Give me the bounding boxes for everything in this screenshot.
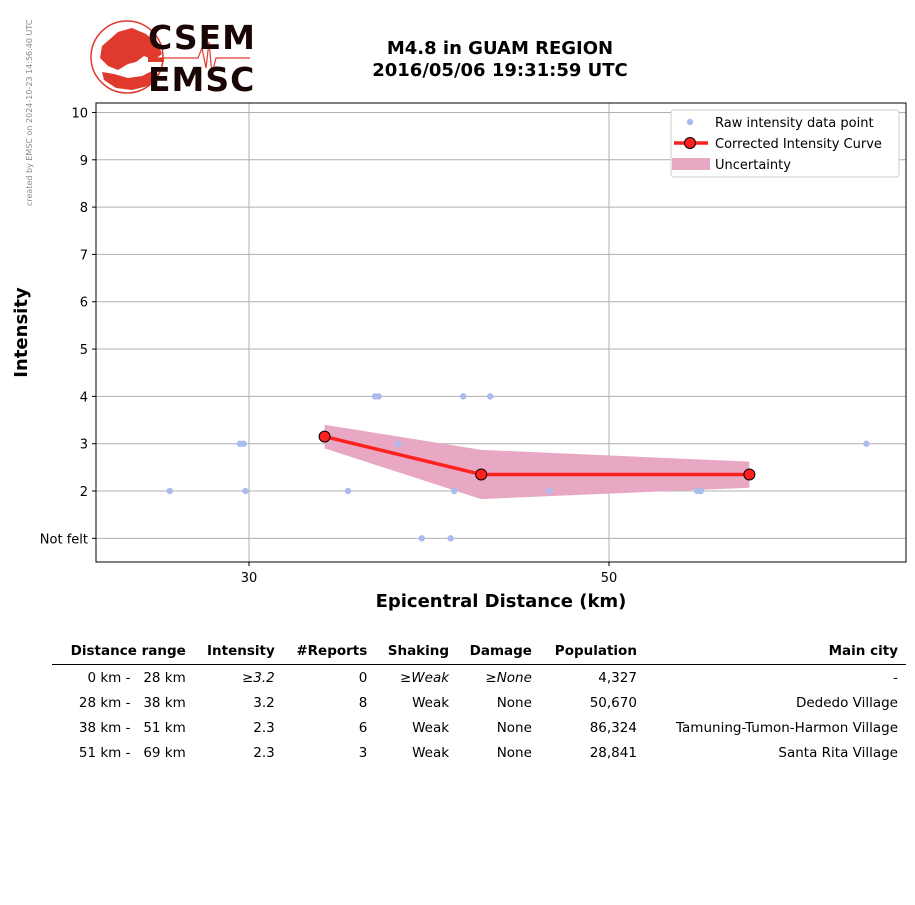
raw-data-point [460,393,467,400]
table-row: 51 km - 69 km 2.3 3 Weak None 28,841 San… [52,740,906,765]
table-row: 0 km - 28 km ≥3.2 0 ≥Weak ≥None 4,327 - [52,665,906,691]
cell-city: Dededo Village [795,694,898,711]
csem-emsc-logo: CSEM EMSC [88,18,256,99]
header-reports: #Reports [282,640,376,665]
logo-text-emsc: EMSC [148,60,256,99]
raw-data-point [166,487,173,495]
raw-data-point [863,440,870,447]
logo-globe-icon [90,20,164,94]
cell-range: 38 km - 51 km [78,719,186,736]
curve-marker [475,468,488,481]
x-tick-label: 30 [241,571,258,586]
y-tick-label: 7 [80,248,88,263]
y-tick-label: 2 [80,485,88,500]
cell-range: 51 km - 69 km [78,744,186,761]
cell-intensity: 2.3 [253,719,275,736]
header-damage: Damage [457,640,540,665]
y-axis-label: Intensity [11,287,32,378]
curve-marker [318,430,331,443]
legend-curve-label: Corrected Intensity Curve [715,137,882,152]
raw-data-point [447,535,454,542]
header-shaking: Shaking [375,640,458,665]
cell-damage: None [496,719,532,736]
y-tick-label: 9 [80,154,88,169]
cell-intensity: 3.2 [253,694,275,711]
y-tick-label: 8 [80,201,88,216]
cell-reports: 8 [358,694,368,711]
raw-data-point [240,440,247,447]
legend-box [670,109,900,178]
legend-uncertainty-label: Uncertainty [715,158,791,173]
raw-data-point [395,440,402,447]
cell-city: - [893,669,898,686]
cell-reports: 0 [358,669,368,686]
cell-population: 4,327 [598,669,637,686]
raw-data-point [375,393,382,400]
y-tick-label: 10 [71,106,88,121]
plot-frame [95,102,907,563]
cell-shaking: ≥Weak [400,669,450,686]
cell-range: 0 km - 28 km [87,669,186,686]
legend-raw-marker [686,118,694,126]
raw-data-point [451,487,458,495]
y-tick-label: 5 [80,343,88,358]
header-intensity: Intensity [193,640,283,665]
cell-damage: ≥None [485,669,532,686]
legend-uncertainty-swatch [672,158,710,170]
y-tick-label: Not felt [40,532,88,547]
header-main-city: Main city [644,640,906,665]
logo-seismogram-icon [148,41,250,75]
raw-data-point [546,487,553,495]
table-header-row: Distance range Intensity #Reports Shakin… [52,640,906,665]
uncertainty-band [324,424,750,500]
cell-population: 50,670 [589,694,637,711]
raw-data-point [697,487,704,495]
cell-city: Tamuning-Tumon-Harmon Village [676,719,898,736]
x-axis-label: Epicentral Distance (km) [376,591,627,612]
chart-title: M4.8 in GUAM REGION [386,38,614,59]
cell-intensity: 2.3 [253,744,275,761]
cell-shaking: Weak [412,744,450,761]
raw-data-point [418,535,425,542]
cell-range: 28 km - 38 km [78,694,186,711]
raw-data-point [344,487,352,495]
header-distance-range: Distance range [52,640,194,665]
y-tick-label: 6 [80,296,88,311]
intensity-chart: 30 50 Not felt 2 3 4 5 6 7 8 9 10 Epicentral Distanc… [11,102,907,612]
x-tick-label: 50 [601,571,618,586]
legend-curve-marker [684,137,696,149]
cell-city: Santa Rita Village [778,744,898,761]
raw-data-point [242,487,249,495]
intensity-summary-table: Distance range Intensity #Reports Shakin… [52,640,906,765]
cell-shaking: Weak [412,694,450,711]
logo-text-csem: CSEM [148,18,256,57]
y-tick-label: 4 [80,390,88,405]
cell-intensity: ≥3.2 [241,669,275,686]
cell-reports: 6 [358,719,368,736]
cell-damage: None [496,744,532,761]
chart-subtitle: 2016/05/06 19:31:59 UTC [372,60,628,81]
cell-reports: 3 [358,744,368,761]
header-population: Population [539,640,645,665]
raw-data-point [487,393,494,400]
cell-population: 86,324 [589,719,637,736]
cell-damage: None [496,694,532,711]
curve-marker [743,468,756,481]
legend-raw-label: Raw intensity data point [715,116,874,131]
cell-population: 28,841 [589,744,637,761]
table-row: 28 km - 38 km 3.2 8 Weak None 50,670 Ded… [52,690,906,715]
table-row: 38 km - 51 km 2.3 6 Weak None 86,324 Tam… [52,715,906,740]
cell-shaking: Weak [412,719,450,736]
y-tick-label: 3 [80,438,88,453]
